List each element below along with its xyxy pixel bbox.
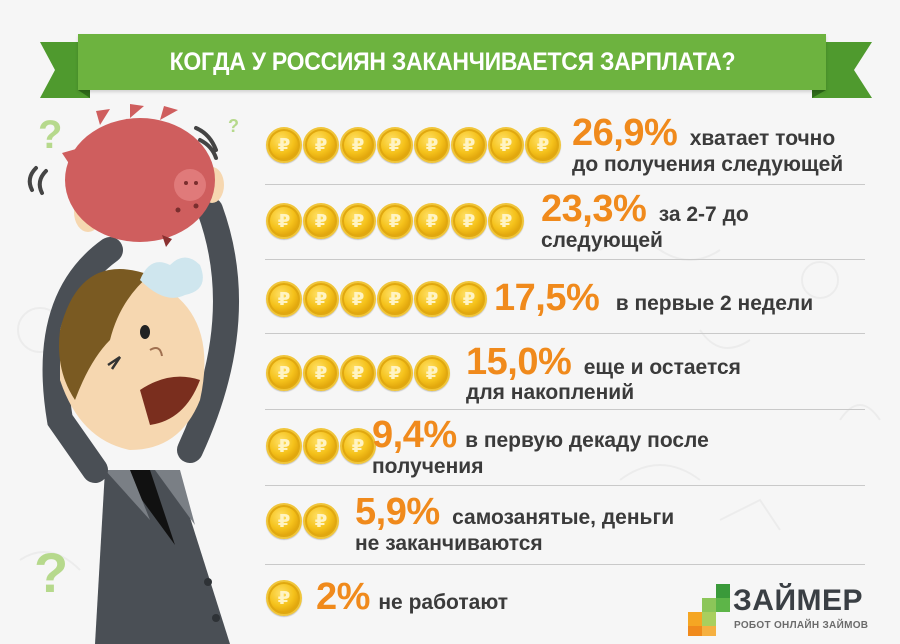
ruble-coin-icon: ₽	[377, 127, 413, 163]
percent-value: 23,3%	[541, 188, 647, 230]
ruble-coin-icon: ₽	[451, 203, 487, 239]
ruble-coin-icon: ₽	[266, 355, 302, 391]
coin-group: ₽ ₽ ₽	[266, 428, 376, 464]
ribbon-fold-right	[812, 90, 826, 98]
ruble-coin-icon: ₽	[340, 203, 376, 239]
stat-description-line2: следующей	[541, 229, 663, 252]
logo-square	[716, 584, 730, 598]
ruble-coin-icon: ₽	[414, 355, 450, 391]
coin-group: ₽ ₽ ₽ ₽ ₽ ₽ ₽ ₽	[266, 127, 561, 163]
ruble-coin-icon: ₽	[377, 281, 413, 317]
svg-text:?: ?	[34, 541, 68, 604]
ruble-coin-icon: ₽	[377, 203, 413, 239]
ruble-coin-icon: ₽	[451, 281, 487, 317]
zaimer-logo: ЗАЙМЕР РОБОТ ОНЛАЙН ЗАЙМОВ	[688, 582, 888, 638]
ruble-coin-icon: ₽	[266, 127, 302, 163]
ruble-coin-icon: ₽	[303, 428, 339, 464]
ruble-coin-icon: ₽	[303, 203, 339, 239]
stat-row-4: 15,0% еще и остается	[466, 341, 741, 384]
ruble-coin-icon: ₽	[303, 503, 339, 539]
logo-square	[702, 612, 716, 626]
divider	[265, 184, 865, 185]
stat-description: самозанятые, деньги	[452, 506, 675, 529]
coin-group: ₽ ₽ ₽ ₽ ₽ ₽ ₽	[266, 203, 524, 239]
stat-description: в первые 2 недели	[615, 292, 814, 315]
ruble-coin-icon: ₽	[340, 428, 376, 464]
stat-row-6: 5,9% самозанятые, деньги	[355, 491, 674, 534]
ruble-coin-icon: ₽	[340, 127, 376, 163]
stat-description: в первую декаду после	[465, 429, 709, 452]
title-banner: КОГДА У РОССИЯН ЗАКАНЧИВАЕТСЯ ЗАРПЛАТА?	[0, 0, 900, 110]
stat-row-1: 26,9% хватает точно	[572, 112, 835, 155]
stat-row-7: 2% не работают	[316, 576, 508, 619]
logo-name: ЗАЙМЕР	[733, 584, 864, 617]
coin-group: ₽ ₽ ₽ ₽ ₽ ₽	[266, 281, 487, 317]
ruble-coin-icon: ₽	[414, 281, 450, 317]
divider	[265, 333, 865, 334]
ruble-coin-icon: ₽	[266, 580, 302, 616]
ruble-coin-icon: ₽	[488, 203, 524, 239]
ribbon-fold-left	[78, 90, 90, 98]
ruble-coin-icon: ₽	[303, 127, 339, 163]
ruble-coin-icon: ₽	[414, 203, 450, 239]
stat-row-2: 23,3% за 2-7 до	[541, 188, 749, 231]
logo-square	[688, 626, 702, 636]
stat-description-line2: получения	[372, 455, 484, 478]
percent-value: 17,5%	[494, 277, 600, 319]
ruble-coin-icon: ₽	[377, 355, 413, 391]
stat-description-line2: до получения следующей	[572, 153, 844, 176]
stat-description-line2: для накоплений	[466, 381, 635, 404]
ruble-coin-icon: ₽	[266, 281, 302, 317]
ruble-coin-icon: ₽	[451, 127, 487, 163]
ruble-coin-icon: ₽	[266, 203, 302, 239]
stat-description: не работают	[378, 591, 509, 614]
man-shaking-piggy-bank-illustration: ? ? ?	[27, 104, 239, 644]
logo-square	[716, 598, 730, 612]
ruble-coin-icon: ₽	[340, 281, 376, 317]
svg-text:?: ?	[38, 113, 62, 157]
percent-value: 9,4%	[372, 414, 457, 456]
percent-value: 5,9%	[355, 491, 440, 533]
stat-description: хватает точно	[689, 127, 836, 150]
divider	[265, 564, 865, 565]
ruble-coin-icon: ₽	[525, 127, 561, 163]
divider	[265, 259, 865, 260]
percent-value: 2%	[316, 576, 370, 618]
ruble-coin-icon: ₽	[266, 503, 302, 539]
percent-value: 15,0%	[466, 341, 572, 383]
svg-text:?: ?	[228, 116, 239, 136]
logo-square	[702, 626, 716, 636]
ruble-coin-icon: ₽	[340, 355, 376, 391]
stat-row-5: 9,4% в первую декаду после	[372, 414, 709, 457]
page-title: КОГДА У РОССИЯН ЗАКАНЧИВАЕТСЯ ЗАРПЛАТА?	[169, 47, 735, 76]
logo-square	[688, 612, 702, 626]
logo-tagline: РОБОТ ОНЛАЙН ЗАЙМОВ	[734, 620, 869, 631]
stat-row-3: 17,5% в первые 2 недели	[494, 277, 813, 320]
logo-square	[702, 598, 716, 612]
coin-group: ₽ ₽ ₽ ₽ ₽	[266, 355, 450, 391]
banner: КОГДА У РОССИЯН ЗАКАНЧИВАЕТСЯ ЗАРПЛАТА?	[78, 34, 826, 90]
coin-group: ₽	[266, 580, 302, 616]
ruble-coin-icon: ₽	[303, 355, 339, 391]
divider	[265, 409, 865, 410]
percent-value: 26,9%	[572, 112, 678, 154]
stat-description: за 2-7 до	[658, 203, 749, 226]
ruble-coin-icon: ₽	[488, 127, 524, 163]
stat-description-line2: не заканчиваются	[355, 532, 543, 555]
ruble-coin-icon: ₽	[266, 428, 302, 464]
ruble-coin-icon: ₽	[414, 127, 450, 163]
stat-description: еще и остается	[583, 356, 741, 379]
divider	[265, 485, 865, 486]
coin-group: ₽ ₽	[266, 503, 339, 539]
ruble-coin-icon: ₽	[303, 281, 339, 317]
